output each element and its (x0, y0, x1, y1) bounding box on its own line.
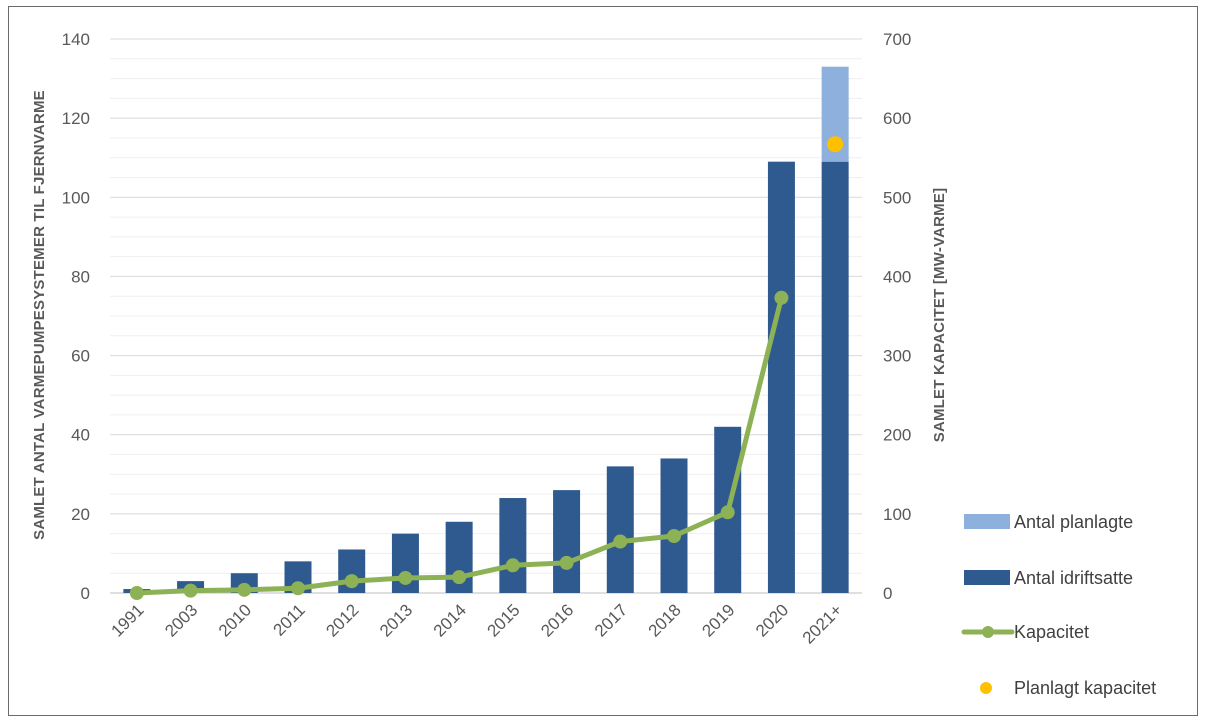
x-tick-label: 2015 (484, 600, 524, 640)
kapacitet-point-2016 (559, 555, 574, 570)
right-axis-ticks: 0 100 200 300 400 500 600 700 (883, 30, 911, 603)
legend-label-planlagt-kapacitet: Planlagt kapacitet (1014, 678, 1156, 698)
x-tick-label: 2013 (376, 600, 416, 640)
kapacitet-point-2018 (667, 529, 681, 544)
x-tick-label: 2010 (215, 600, 255, 640)
y-tick-label: 80 (71, 267, 90, 286)
y2-tick-label: 400 (883, 267, 911, 286)
bar-idriftsatte-2018 (660, 458, 688, 593)
x-tick-label: 2003 (161, 600, 201, 640)
y-tick-label: 140 (62, 30, 90, 49)
kapacitet-point-2013 (398, 570, 413, 585)
bar-idriftsatte-2015 (499, 498, 527, 593)
kapacitet-point-2003 (183, 583, 198, 598)
x-tick-label: 2016 (537, 600, 577, 640)
y2-tick-label: 0 (883, 584, 892, 603)
y-tick-label: 40 (71, 426, 90, 445)
y-tick-label: 120 (62, 109, 90, 128)
x-tick-label: 2017 (591, 600, 631, 640)
chart-frame (8, 6, 1198, 716)
kapacitet-point-2015 (505, 558, 520, 573)
legend: Antal planlagte Antal idriftsatte Kapaci… (961, 512, 1156, 698)
kapacitet-line (129, 136, 844, 600)
x-axis-ticks: 1991 2003 2010 2011 2012 2013 2014 2015 2016 2017… (108, 600, 847, 647)
y-tick-label: 100 (62, 188, 90, 207)
x-tick-label: 2018 (645, 600, 685, 640)
y2-tick-label: 300 (883, 347, 911, 366)
bar-idriftsatte-2016 (553, 490, 581, 593)
legend-label-kapacitet: Kapacitet (1014, 622, 1089, 642)
x-tick-label: 2019 (698, 600, 738, 640)
bar-idriftsatte-2017 (606, 466, 634, 593)
y-tick-label: 0 (81, 584, 90, 603)
kapacitet-point-2014 (452, 570, 467, 585)
legend-swatch-idriftsatte (964, 570, 1010, 585)
x-tick-label: 2021+ (799, 600, 846, 647)
kapacitet-point-2012 (344, 574, 359, 589)
kapacitet-point-2010 (237, 582, 252, 597)
y-tick-label: 60 (71, 347, 90, 366)
y2-tick-label: 200 (883, 426, 911, 445)
y2-tick-label: 500 (883, 188, 911, 207)
y-tick-label: 20 (71, 505, 90, 524)
x-tick-label: 2020 (752, 600, 792, 640)
bar-idriftsatte-2021+ (821, 161, 849, 593)
planlagt-kapacitet-point-2021+ (827, 136, 844, 153)
legend-label-planlagte: Antal planlagte (1014, 512, 1133, 532)
y2-tick-label: 600 (883, 109, 911, 128)
left-axis-ticks: 0 20 40 60 80 100 120 140 (62, 30, 90, 603)
x-tick-label: 2014 (430, 600, 470, 640)
y-axis-title: SAMLET ANTAL VARMEPUMPESYSTEMER TIL FJER… (31, 90, 48, 540)
bar-idriftsatte-2020 (767, 161, 795, 593)
y2-tick-label: 100 (883, 505, 911, 524)
y2-axis-title: SAMLET KAPACITET [MW-VARME] (931, 188, 948, 443)
kapacitet-point-2017 (613, 534, 628, 549)
legend-label-idriftsatte: Antal idriftsatte (1014, 568, 1133, 588)
y2-tick-label: 700 (883, 30, 911, 49)
gridlines (110, 38, 862, 594)
kapacitet-point-2011 (291, 581, 305, 596)
legend-swatch-planlagte (964, 514, 1010, 529)
kapacitet-point-2019 (720, 505, 735, 520)
kapacitet-point-2020 (774, 290, 789, 305)
x-tick-label: 2011 (270, 600, 309, 639)
x-tick-label: 2012 (322, 600, 362, 640)
legend-swatch-planlagt-kapacitet (980, 682, 992, 694)
bars (123, 66, 849, 593)
x-tick-label: 1991 (108, 600, 148, 640)
legend-swatch-kapacitet-marker (982, 626, 994, 638)
kapacitet-point-1991 (129, 586, 144, 600)
